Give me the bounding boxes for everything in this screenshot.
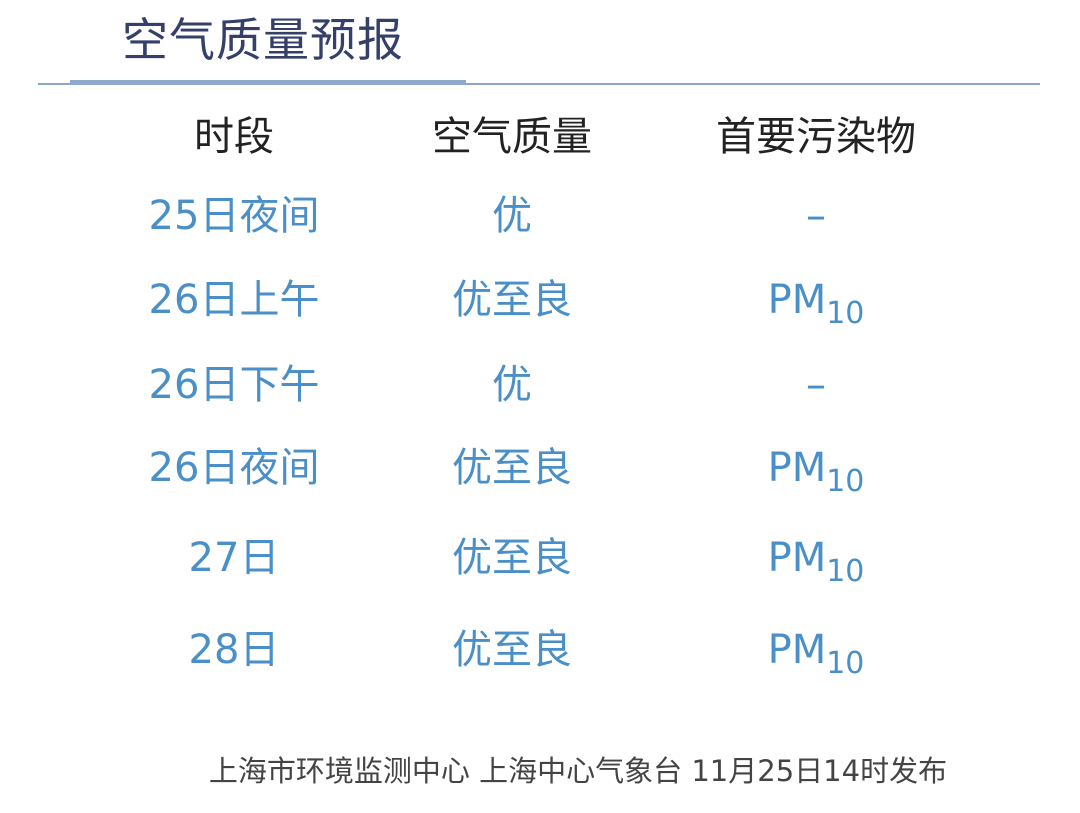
table-row: 26日夜间 优至良 PM10	[0, 438, 1080, 499]
table-header: 时段 空气质量 首要污染物	[0, 107, 1080, 167]
period-cell: 26日上午	[148, 277, 320, 323]
header-quality: 空气质量	[432, 114, 592, 160]
pollutant-cell: –	[666, 186, 966, 260]
pollutant-name: PM	[767, 535, 827, 581]
period-cell: 26日夜间	[148, 445, 320, 491]
pollutant-cell: PM10	[666, 620, 966, 694]
pollutant-subscript: 10	[826, 646, 865, 681]
table-row: 27日 优至良 PM10	[0, 528, 1080, 589]
pollutant-cell: PM10	[666, 270, 966, 344]
table-row: 25日夜间 优 –	[0, 186, 1080, 246]
pollutant-cell: PM10	[666, 438, 966, 512]
divider	[38, 83, 1040, 85]
quality-cell: 优至良	[452, 277, 572, 323]
pollutant-name: PM	[767, 277, 827, 323]
pollutant-cell: PM10	[666, 528, 966, 602]
quality-cell: 优至良	[452, 627, 572, 673]
title-underline	[70, 80, 466, 85]
period-cell: 28日	[188, 627, 280, 673]
period-cell: 25日夜间	[148, 193, 320, 239]
header-period: 时段	[194, 114, 274, 160]
period-cell: 27日	[188, 535, 280, 581]
pollutant-subscript: 10	[826, 296, 865, 331]
pollutant-name: PM	[767, 627, 827, 673]
pollutant-subscript: 10	[826, 464, 865, 499]
table-row: 26日下午 优 –	[0, 355, 1080, 415]
table-row: 26日上午 优至良 PM10	[0, 270, 1080, 331]
pollutant-subscript: 10	[826, 554, 865, 589]
page-title: 空气质量预报	[122, 13, 404, 67]
period-cell: 26日下午	[148, 362, 320, 408]
table-row: 28日 优至良 PM10	[0, 620, 1080, 681]
header-pollutant: 首要污染物	[716, 114, 916, 160]
quality-cell: 优	[492, 193, 532, 239]
quality-cell: 优至良	[452, 535, 572, 581]
quality-cell: 优至良	[452, 445, 572, 491]
pollutant-name: PM	[767, 445, 827, 491]
publisher-footer: 上海市环境监测中心 上海中心气象台 11月25日14时发布	[208, 754, 948, 788]
pollutant-name: –	[806, 193, 826, 239]
pollutant-cell: –	[666, 355, 966, 429]
pollutant-name: –	[806, 362, 826, 408]
quality-cell: 优	[492, 362, 532, 408]
